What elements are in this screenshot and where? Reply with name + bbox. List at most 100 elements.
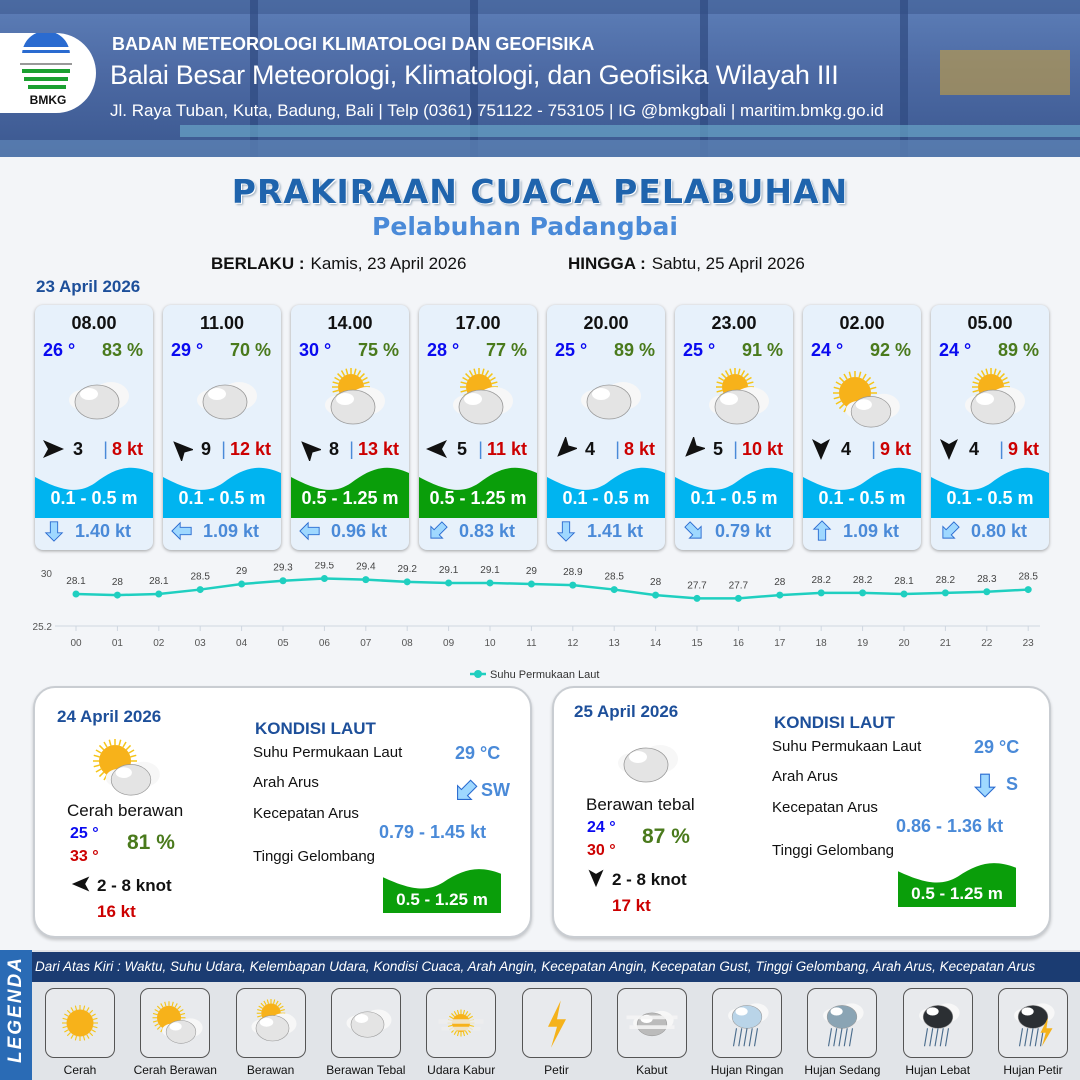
wave-height: 0.5 - 1.25 m (911, 884, 1003, 903)
sst-point (1024, 586, 1032, 594)
wave-icon (419, 463, 537, 518)
current-speed: 0.86 - 1.36 kt (896, 816, 1004, 836)
sst-data-label: 28.5 (1018, 572, 1038, 583)
x-tick-label: 20 (898, 638, 910, 649)
forecast-card: 08.00 26 ° 83 % 3 8 kt 0.1 - 0.5 m 1.40 … (35, 305, 153, 550)
legend-marker (474, 670, 482, 678)
current-speed-label: Kecepatan Arus (253, 805, 359, 822)
forecast-card: 11.00 29 ° 70 % 9 12 kt 0.1 - 0.5 m 1.09… (163, 305, 281, 550)
sst-data-label: 28.5 (190, 572, 210, 583)
gust-speed: 17 kt (612, 896, 651, 915)
wind-speed: 5 (457, 439, 468, 459)
sst-point (569, 581, 577, 589)
day1-date: 23 April 2026 (36, 277, 141, 296)
forecast-time: 20.00 (583, 313, 629, 333)
legend-label: Berawan (246, 1063, 295, 1077)
wind-direction-icon (937, 437, 961, 461)
x-tick-label: 19 (857, 638, 869, 649)
x-tick-label: 06 (319, 638, 331, 649)
wave-icon (803, 463, 921, 518)
wind-direction-icon (297, 437, 323, 463)
gust-speed: 8 kt (615, 439, 655, 460)
wind-speed: 8 (329, 439, 340, 459)
current-speed: 1.09 kt (843, 521, 900, 541)
wind-speed: 4 (841, 439, 852, 459)
wave-height: 0.1 - 0.5 m (946, 488, 1034, 508)
wave-height-label: Tinggi Gelombang (772, 842, 895, 859)
air-temp: 24 ° (811, 340, 844, 360)
sst-point (279, 577, 287, 585)
gust-speed: 9 kt (999, 439, 1039, 460)
forecast-card: 23.00 25 ° 91 % 5 10 kt 0.1 - 0.5 m 0.79… (675, 305, 793, 550)
current-direction-icon (811, 519, 833, 543)
current-direction-icon (43, 519, 65, 543)
legend-icon-hujan-lebat (902, 988, 973, 1058)
humidity: 91 % (741, 340, 783, 360)
legend-icon-hujan-petir (998, 988, 1068, 1058)
legend-label: Hujan Lebat (905, 1063, 971, 1077)
legend-label: Kabut (636, 1063, 668, 1077)
wave-icon (931, 463, 1049, 518)
legend-label: Cerah Berawan (133, 1063, 217, 1077)
x-tick-label: 10 (484, 638, 496, 649)
sst-label: Suhu Permukaan Laut (772, 738, 922, 755)
legend-label: Suhu Permukaan Laut (490, 669, 599, 681)
wave-icon (898, 859, 1016, 907)
forecast-card: 17.00 28 ° 77 % 5 11 kt 0.5 - 1.25 m 0.8… (419, 305, 537, 550)
valid-to: HINGGA : Sabtu, 25 April 2026 (568, 254, 805, 274)
sst-data-label: 28.5 (604, 572, 624, 583)
sst-data-label: 28.1 (894, 576, 914, 587)
forecast-time: 17.00 (455, 313, 501, 333)
sst-data-label: 28 (774, 577, 786, 588)
wind-range: 2 - 8 knot (97, 876, 172, 895)
temp-max: 33 ° (70, 848, 99, 865)
sst-point (817, 589, 825, 597)
wave-height: 0.5 - 1.25 m (396, 890, 488, 909)
current-direction-icon (555, 519, 577, 543)
legend-description: Dari Atas Kiri : Waktu, Suhu Udara, Kele… (32, 952, 1080, 982)
wave-height: 0.1 - 0.5 m (178, 488, 266, 508)
x-tick-label: 17 (774, 638, 786, 649)
forecast-time: 08.00 (71, 313, 117, 333)
legend-icon-petir (521, 988, 592, 1058)
gust-speed: 16 kt (97, 902, 136, 921)
sst-point (941, 589, 949, 597)
humidity: 89 % (613, 340, 655, 360)
sst-point (196, 586, 204, 594)
legend-icon-hujan-sedang (807, 988, 878, 1058)
temp-min: 25 ° (70, 825, 99, 842)
gust-speed: 13 kt (349, 439, 399, 460)
sst-point (983, 588, 991, 596)
sst-point (238, 580, 246, 588)
contact-info: Jl. Raya Tuban, Kuta, Badung, Bali | Tel… (110, 101, 884, 120)
wave-height: 0.1 - 0.5 m (818, 488, 906, 508)
x-tick-label: 02 (153, 638, 165, 649)
humidity: 89 % (997, 340, 1039, 360)
sst-data-label: 28 (112, 577, 124, 588)
x-tick-label: 14 (650, 638, 662, 649)
sst-point (403, 578, 411, 586)
forecast-time: 05.00 (967, 313, 1013, 333)
legend-icon-cerah (45, 988, 115, 1058)
forecast-card: 20.00 25 ° 89 % 4 8 kt 0.1 - 0.5 m 1.41 … (547, 305, 665, 550)
humidity: 83 % (101, 340, 143, 360)
sst-data-label: 29 (236, 566, 248, 577)
current-direction-icon (683, 519, 705, 543)
legend-label: Cerah (63, 1063, 97, 1077)
legend-icon-udara-kabur (426, 988, 497, 1058)
wave-height: 0.1 - 0.5 m (562, 488, 650, 508)
forecast-time: 23.00 (711, 313, 757, 333)
gust-speed: 10 kt (733, 439, 783, 460)
sst-data-label: 27.7 (729, 580, 749, 591)
x-tick-label: 18 (816, 638, 828, 649)
sst-data-label: 29.4 (356, 562, 376, 573)
x-tick-label: 07 (360, 638, 372, 649)
wave-icon (163, 463, 281, 518)
wind-direction-icon (425, 437, 449, 461)
legend-label: Berawan Tebal (326, 1063, 406, 1077)
wind-speed: 4 (585, 439, 596, 459)
sst-data-label: 28.2 (936, 575, 956, 586)
port-name: Pelabuhan Padangbai (372, 212, 678, 241)
sst-data-label: 29.1 (439, 565, 459, 576)
sst-point (445, 579, 453, 587)
